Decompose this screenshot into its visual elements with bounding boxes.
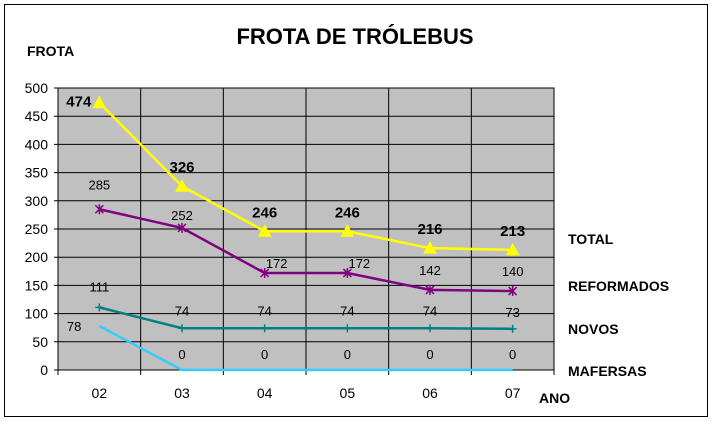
- x-tick-label: 02: [92, 385, 108, 401]
- data-point: [505, 242, 520, 256]
- legend-entry: NOVOS: [568, 321, 619, 337]
- y-tick-label: 0: [40, 362, 48, 378]
- x-tick-label: 06: [422, 385, 438, 401]
- y-tick-label: 50: [32, 334, 48, 350]
- data-point: [423, 241, 437, 254]
- chart-title: FROTA DE TRÓLEBUS: [236, 24, 473, 49]
- data-label: 142: [419, 263, 441, 278]
- data-label: 213: [500, 223, 525, 240]
- data-point: [178, 324, 186, 333]
- series-line: [99, 208, 513, 293]
- data-point: [260, 267, 270, 278]
- data-point: [177, 222, 187, 233]
- data-label: 252: [171, 208, 193, 223]
- y-tick-label: 150: [25, 277, 49, 293]
- data-point: [343, 324, 352, 333]
- data-label: 74: [175, 303, 189, 318]
- series-line: [98, 324, 513, 372]
- data-label: 246: [252, 204, 277, 221]
- data-point: [92, 95, 107, 109]
- y-axis-label: FROTA: [27, 43, 74, 59]
- legend-entry: TOTAL: [568, 231, 614, 247]
- data-point: [175, 179, 189, 192]
- data-point: [340, 224, 355, 237]
- y-tick-label: 450: [25, 108, 49, 124]
- data-point: [342, 267, 352, 278]
- x-tick-label: 03: [174, 385, 190, 401]
- y-tick-label: 100: [25, 306, 49, 322]
- legend-entry: MAFERSAS: [568, 363, 647, 379]
- x-tick-label: 04: [257, 385, 273, 401]
- data-label: 111: [89, 279, 109, 294]
- data-label: 326: [169, 159, 194, 176]
- data-label: 73: [505, 305, 519, 320]
- data-label: 74: [423, 303, 437, 318]
- data-label: 474: [66, 94, 92, 111]
- x-axis-label: ANO: [539, 390, 570, 406]
- data-point: [508, 324, 517, 333]
- x-tick-label: 07: [505, 385, 521, 401]
- data-label: 0: [261, 347, 268, 362]
- series-line: [98, 101, 513, 252]
- data-label: 0: [426, 347, 433, 362]
- plot-area: 0 50 100 150 200 250 300 350 400 450 500 02 03 04 05 06…: [25, 80, 555, 401]
- data-label: 216: [417, 221, 442, 238]
- y-tick-label: 250: [25, 221, 49, 237]
- data-point: [508, 286, 518, 297]
- data-point: [257, 224, 272, 237]
- data-point: [426, 324, 434, 333]
- data-label: 0: [509, 347, 516, 362]
- data-label: 0: [178, 347, 185, 362]
- legend-entry: REFORMADOS: [568, 278, 669, 294]
- x-tick-label: 05: [340, 385, 356, 401]
- data-point: [94, 204, 104, 215]
- data-label: 285: [88, 177, 110, 192]
- data-label: 172: [266, 256, 288, 271]
- y-tick-label: 200: [25, 249, 49, 265]
- series-line: [99, 306, 513, 331]
- data-point: [260, 324, 269, 333]
- data-label: 74: [257, 303, 271, 318]
- data-label: 74: [340, 303, 354, 318]
- y-tick-label: 350: [25, 165, 49, 181]
- y-tick-label: 300: [25, 193, 49, 209]
- data-label: 172: [348, 256, 370, 271]
- data-label: 246: [335, 204, 360, 221]
- data-label: 78: [67, 319, 81, 334]
- y-tick-label: 500: [25, 80, 49, 96]
- data-point: [95, 303, 104, 312]
- data-label: 140: [502, 264, 524, 279]
- data-point: [425, 284, 435, 295]
- data-label: 0: [344, 347, 351, 362]
- y-tick-label: 400: [25, 136, 49, 152]
